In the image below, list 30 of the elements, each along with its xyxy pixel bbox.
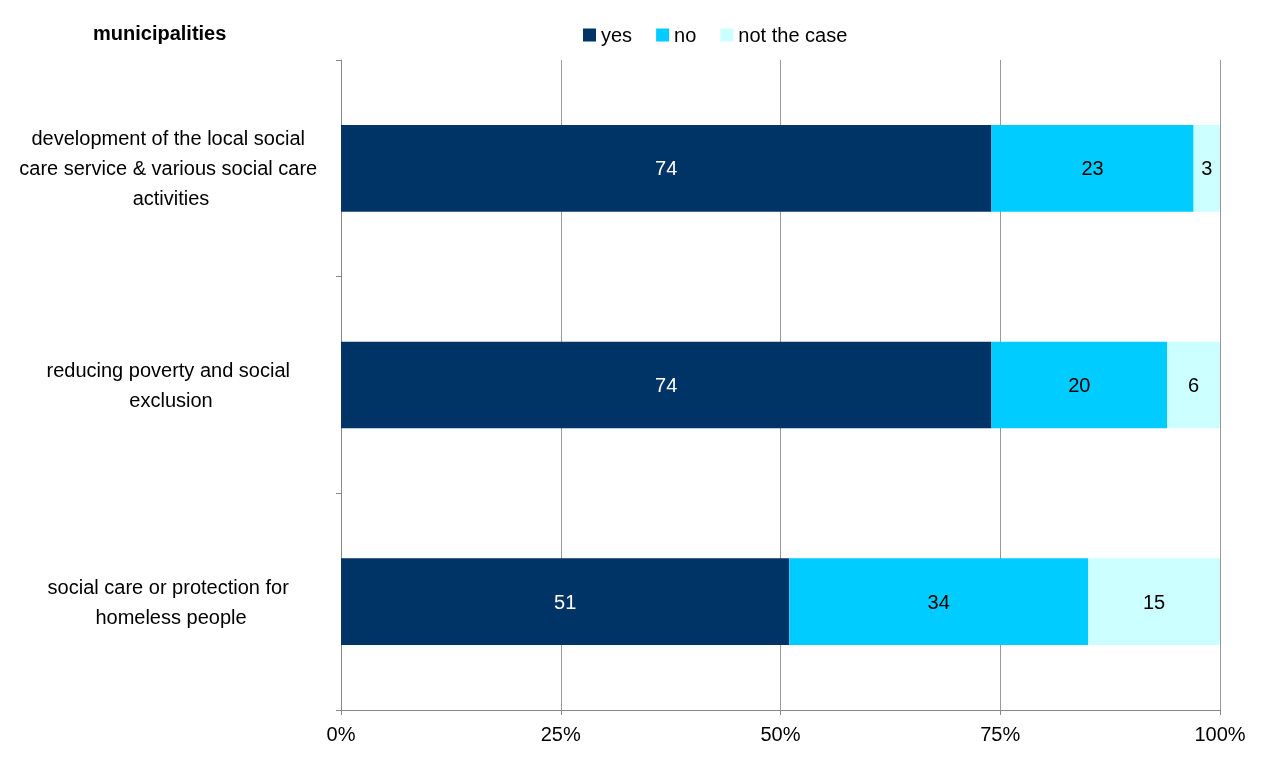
y-tick-label: development of the local social care service & various social care activities bbox=[19, 127, 323, 210]
bar bbox=[341, 558, 790, 645]
x-tick-label: 25% bbox=[540, 723, 581, 745]
bar bbox=[341, 341, 992, 429]
bar bbox=[991, 341, 1168, 429]
x-tick-label: 75% bbox=[980, 723, 1021, 745]
data-label: 74 bbox=[655, 157, 678, 180]
legend-label: not the case bbox=[738, 24, 848, 46]
bar bbox=[991, 125, 1194, 212]
legend-label: no bbox=[674, 24, 697, 46]
data-label: 23 bbox=[1081, 157, 1104, 180]
y-tick-label: social care or protection for homeless people bbox=[47, 575, 295, 628]
data-label: 51 bbox=[554, 590, 577, 613]
bar bbox=[341, 125, 992, 212]
x-tick-label: 100% bbox=[1194, 723, 1246, 745]
legend-label: yes bbox=[601, 24, 633, 46]
bar bbox=[789, 558, 1089, 645]
data-label: 15 bbox=[1142, 590, 1166, 613]
x-tick-label: 50% bbox=[760, 723, 801, 745]
data-label: 6 bbox=[1188, 374, 1200, 396]
data-label: 34 bbox=[927, 590, 950, 613]
data-label: 20 bbox=[1068, 374, 1091, 396]
bar bbox=[1193, 125, 1220, 212]
data-label: 3 bbox=[1201, 157, 1213, 180]
bar bbox=[1088, 558, 1220, 645]
data-label: 74 bbox=[655, 374, 678, 396]
text: municipalities bbox=[93, 22, 227, 44]
bar bbox=[1167, 341, 1220, 429]
y-tick-label: reducing poverty and social exclusion bbox=[46, 359, 296, 411]
x-tick-label: 0% bbox=[326, 723, 356, 745]
